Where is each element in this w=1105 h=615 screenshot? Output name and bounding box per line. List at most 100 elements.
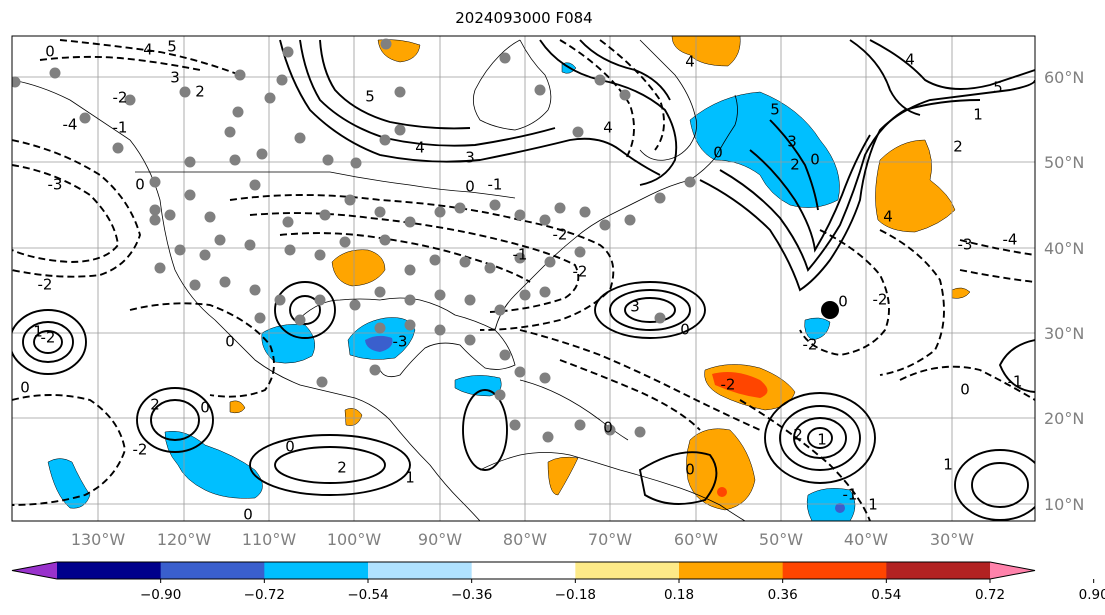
colorbar-extend-high <box>990 562 1035 579</box>
contour-neg-19 <box>899 365 1035 401</box>
station-dot <box>149 214 161 226</box>
contour-label: -3 <box>958 236 973 254</box>
coast-us-border <box>135 171 516 199</box>
contour-pos-32 <box>998 339 1035 393</box>
colorbar-tick-label: 0.90 <box>1079 587 1105 603</box>
station-dot <box>369 364 381 376</box>
contour-label: 1 <box>405 469 415 487</box>
shaded-fields <box>47 36 971 521</box>
contour-label: 0 <box>45 43 55 61</box>
station-dot <box>374 322 386 334</box>
map-title: 2024093000 F084 <box>455 9 593 27</box>
station-dot <box>149 176 161 188</box>
station-dot <box>634 426 646 438</box>
shade-blue-se2 <box>806 488 856 521</box>
station-dot <box>164 209 176 221</box>
station-dot <box>514 366 526 378</box>
contour-pos-11 <box>869 39 1035 90</box>
station-dot <box>572 126 584 138</box>
contour-label: 0 <box>285 438 295 456</box>
contour-neg-4 <box>249 212 580 313</box>
contour-pos-9 <box>769 119 819 211</box>
shade-orange-us <box>331 249 386 287</box>
contour-label: 3 <box>465 149 475 167</box>
station-dot <box>282 46 294 58</box>
station-dot <box>350 157 362 169</box>
contour-label: 5 <box>993 79 1003 97</box>
contour-label: 3 <box>630 298 640 316</box>
shade-orange-top <box>671 36 741 67</box>
station-dot <box>276 74 288 86</box>
station-dot <box>316 376 328 388</box>
station-dot <box>509 419 521 431</box>
contour-label: 1 <box>33 323 43 341</box>
contour-pos-5 <box>579 39 671 101</box>
contour-label: -2 <box>553 226 568 244</box>
station-dot <box>579 206 591 218</box>
contour-label: 1 <box>943 456 953 474</box>
colorbar-bin <box>264 562 369 579</box>
station-dot <box>604 424 616 436</box>
station-dot <box>404 319 416 331</box>
station-dot <box>499 52 511 64</box>
lon-label: 110°W <box>242 530 297 549</box>
contour-pos-12 <box>594 281 706 339</box>
contour-neg-9 <box>799 229 890 356</box>
contour-label: 0 <box>20 379 30 397</box>
contour-pos-6 <box>699 79 1035 292</box>
colorbar-tick-label: 0.18 <box>664 587 694 603</box>
contour-label: 0 <box>135 176 145 194</box>
lat-label: 10°N <box>1044 495 1084 514</box>
station-dot <box>174 244 186 256</box>
contour-pos-20 <box>764 392 876 484</box>
station-dot <box>519 289 531 301</box>
contour-label: -3 <box>48 176 63 194</box>
station-dot <box>179 86 191 98</box>
station-dot <box>12 76 21 88</box>
contour-label: -1 <box>113 119 128 137</box>
contour-pos-16 <box>22 321 74 363</box>
contours <box>12 39 1035 521</box>
contour-label: 0 <box>713 144 723 162</box>
lon-label: 40°W <box>844 530 888 549</box>
contour-neg-11 <box>959 239 1035 256</box>
colorbar-bin <box>886 562 991 579</box>
colorbar-bin <box>368 562 473 579</box>
contour-label: -4 <box>1003 231 1018 249</box>
station-dot <box>294 314 306 326</box>
station-markers <box>12 38 696 443</box>
contour-label: 4 <box>685 53 695 71</box>
station-dot <box>534 84 546 96</box>
station-dot <box>539 214 551 226</box>
colorbar-bin <box>679 562 784 579</box>
shade-blue-pacific <box>164 431 263 499</box>
station-dot <box>404 294 416 306</box>
station-dot <box>244 239 256 251</box>
station-dot <box>249 284 261 296</box>
contour-pos-27 <box>274 281 336 339</box>
station-dot <box>654 192 666 204</box>
contour-neg-3 <box>229 194 615 331</box>
contour-pos-4 <box>539 39 678 186</box>
shade-darkblue-gulf <box>365 335 393 352</box>
contour-pos-18 <box>136 387 214 453</box>
station-dot <box>284 244 296 256</box>
station-dot <box>624 214 636 226</box>
station-dot <box>379 234 391 246</box>
contour-pos-23 <box>807 427 833 449</box>
contour-pos-8 <box>749 134 871 253</box>
station-dot <box>49 67 61 79</box>
contour-label: 4 <box>905 51 915 69</box>
contour-label: 0 <box>465 178 475 196</box>
contour-label: 0 <box>603 419 613 437</box>
shade-orange-ne <box>875 139 956 233</box>
station-dot <box>544 256 556 268</box>
station-dot <box>274 294 286 306</box>
station-dot <box>214 234 226 246</box>
shade-orange-small3 <box>951 287 971 299</box>
colorbar: −0.90 −0.72 −0.54 −0.36 −0.18 0.18 0.36 0.54 0.7… <box>11 561 1105 603</box>
station-dot <box>494 304 506 316</box>
station-dot <box>256 148 268 160</box>
colorbar-tick-label: −0.90 <box>140 587 181 603</box>
